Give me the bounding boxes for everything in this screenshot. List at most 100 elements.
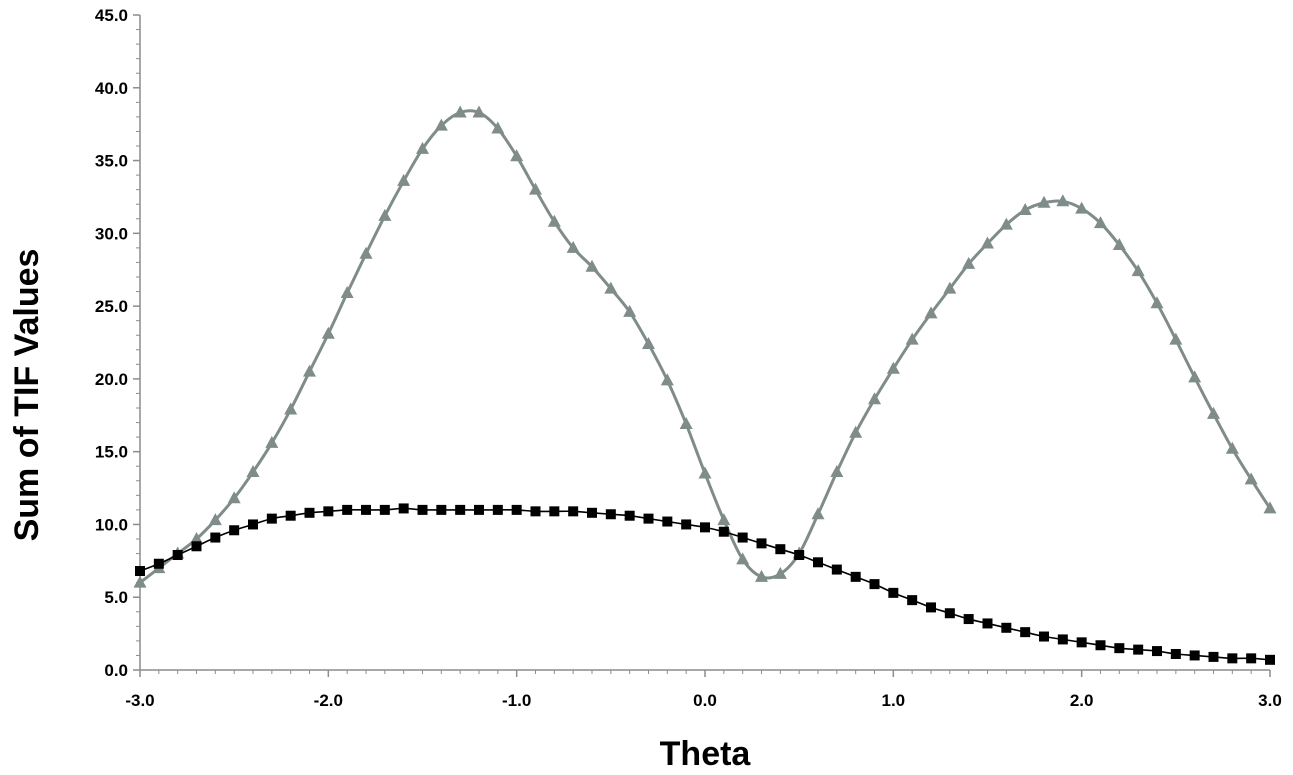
square-point bbox=[1057, 634, 1068, 645]
square-point bbox=[813, 557, 823, 568]
x-tick-label: 1.0 bbox=[882, 691, 906, 710]
square-point bbox=[285, 510, 296, 521]
square-point bbox=[926, 602, 936, 613]
square-point bbox=[1114, 643, 1125, 654]
triangle-point bbox=[227, 491, 241, 504]
triangle-point bbox=[642, 336, 655, 349]
x-tick-label: -1.0 bbox=[502, 691, 531, 710]
triangle-point bbox=[717, 513, 731, 526]
square-point bbox=[869, 579, 880, 590]
triangle-point bbox=[886, 361, 900, 374]
triangle-point bbox=[190, 532, 203, 544]
x-tick-label: -2.0 bbox=[314, 691, 343, 710]
square-point bbox=[492, 504, 503, 515]
triangle-point bbox=[585, 259, 599, 272]
triangle-point bbox=[321, 326, 335, 339]
square-point bbox=[794, 550, 805, 561]
triangle-point bbox=[1131, 264, 1145, 277]
triangle-point bbox=[1112, 237, 1126, 250]
square-point bbox=[624, 510, 635, 521]
triangle-point bbox=[1263, 501, 1277, 514]
triangle-point bbox=[472, 105, 486, 118]
triangle-point bbox=[284, 402, 298, 415]
triangle-point bbox=[1150, 296, 1164, 309]
square-point bbox=[229, 525, 240, 536]
square-point bbox=[1095, 640, 1106, 651]
square-point bbox=[850, 571, 861, 582]
triangle-point bbox=[811, 507, 825, 520]
square-point bbox=[1001, 622, 1012, 633]
x-tick-label: -3.0 bbox=[125, 691, 154, 710]
triangle-point bbox=[491, 121, 505, 134]
triangle-point bbox=[999, 217, 1013, 230]
square-point bbox=[681, 519, 692, 530]
square-point bbox=[417, 504, 428, 515]
square-point bbox=[342, 504, 353, 515]
square-point bbox=[1189, 650, 1200, 661]
x-axis-title: Theta bbox=[660, 735, 752, 773]
square-point bbox=[455, 504, 466, 515]
square-point bbox=[718, 526, 729, 537]
square-point bbox=[1208, 651, 1219, 662]
triangle-point bbox=[905, 332, 919, 345]
square-point bbox=[248, 519, 258, 530]
triangle-point bbox=[962, 256, 976, 269]
y-axis: 0.0 5.0 10.0 15.0 20.0 25.0 30.0 35.0 40.0 45.0 bbox=[95, 6, 141, 680]
triangle-point bbox=[359, 246, 373, 259]
y-tick-label: 45.0 bbox=[95, 6, 128, 25]
triangle-point bbox=[1094, 216, 1107, 229]
square-point bbox=[1246, 653, 1257, 664]
series-1 bbox=[133, 105, 1277, 588]
triangle-point bbox=[208, 513, 222, 526]
triangle-point bbox=[529, 182, 542, 195]
square-point bbox=[982, 618, 993, 629]
triangle-point bbox=[547, 214, 561, 227]
square-point bbox=[1020, 627, 1031, 638]
square-point bbox=[568, 506, 579, 517]
triangle-point bbox=[1188, 370, 1202, 383]
square-point bbox=[191, 541, 202, 552]
triangle-point bbox=[566, 240, 580, 253]
triangle-point bbox=[1225, 441, 1239, 454]
triangle-point bbox=[604, 281, 618, 294]
square-point bbox=[1170, 648, 1181, 659]
y-tick-label: 40.0 bbox=[95, 79, 128, 98]
square-point bbox=[605, 509, 616, 520]
square-point bbox=[361, 504, 371, 515]
y-tick-label: 20.0 bbox=[95, 370, 128, 389]
triangle-point bbox=[1075, 201, 1089, 214]
triangle-point bbox=[416, 141, 429, 154]
square-point bbox=[436, 504, 447, 515]
triangle-point bbox=[660, 373, 674, 386]
triangle-point bbox=[679, 417, 693, 430]
triangle-point bbox=[265, 435, 279, 448]
x-tick-label: 0.0 bbox=[693, 691, 717, 710]
square-point bbox=[323, 506, 334, 517]
square-point bbox=[756, 538, 767, 549]
square-point bbox=[398, 503, 409, 514]
square-point bbox=[210, 532, 221, 543]
triangle-point bbox=[1018, 203, 1032, 216]
y-tick-label: 35.0 bbox=[95, 152, 128, 171]
triangle-point bbox=[340, 286, 354, 299]
y-tick-label: 30.0 bbox=[95, 224, 128, 243]
x-axis: -3.0 -2.0 -1.0 0.0 1.0 2.0 3.0 bbox=[125, 669, 1282, 710]
triangle-point bbox=[133, 575, 147, 588]
square-point bbox=[379, 504, 390, 515]
triangle-point bbox=[397, 173, 411, 186]
square-point bbox=[643, 513, 654, 524]
square-point bbox=[1076, 637, 1087, 648]
square-point bbox=[474, 504, 484, 515]
square-point bbox=[831, 564, 842, 575]
square-point bbox=[135, 566, 145, 577]
square-point bbox=[888, 587, 899, 598]
x-tick-label: 2.0 bbox=[1070, 691, 1094, 710]
square-point bbox=[511, 504, 522, 515]
square-point bbox=[662, 516, 673, 527]
triangle-point bbox=[378, 208, 392, 221]
square-point bbox=[266, 513, 277, 524]
y-tick-label: 25.0 bbox=[95, 297, 128, 316]
triangle-point bbox=[736, 552, 750, 565]
triangle-point bbox=[1207, 406, 1220, 419]
square-point bbox=[549, 506, 560, 517]
